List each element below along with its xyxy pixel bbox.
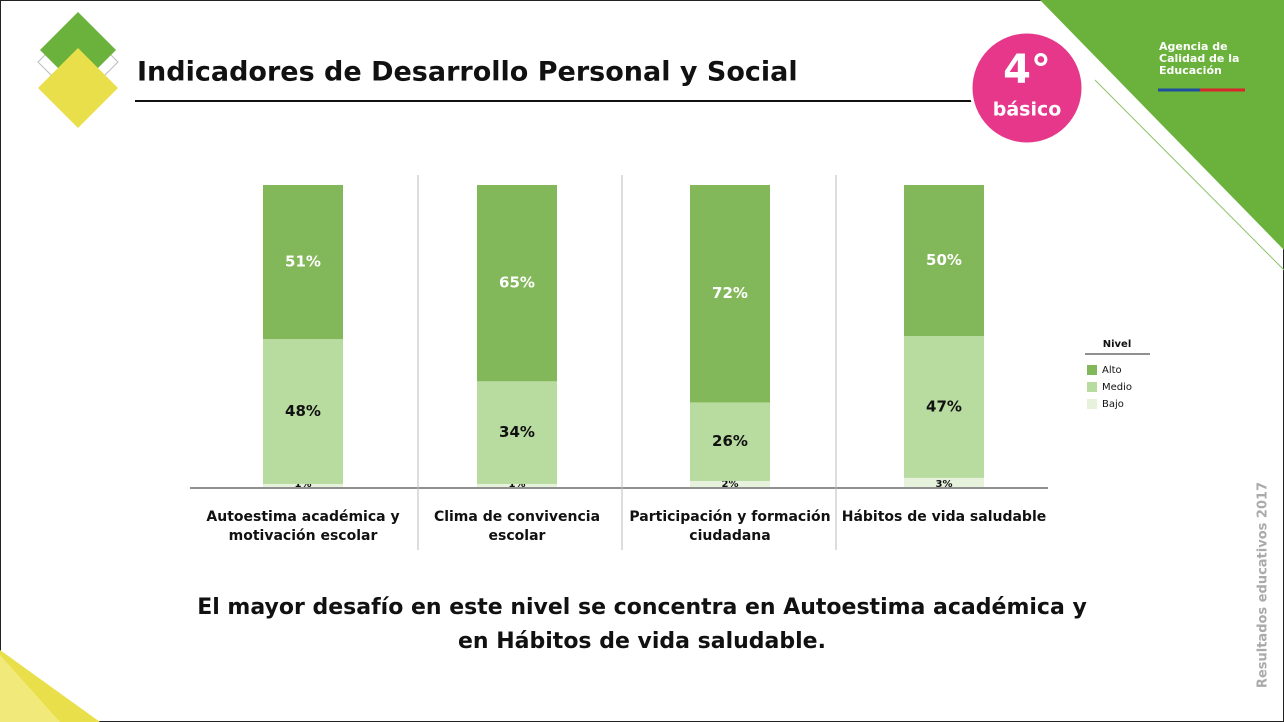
conclusion: en Hábitos de vida saludable. <box>458 629 826 654</box>
bar-segment <box>904 336 984 478</box>
data-label: 48% <box>285 402 321 420</box>
bar-segment <box>904 185 984 336</box>
corner-line <box>1094 79 1284 271</box>
legend-label: Alto <box>1102 365 1122 376</box>
badge-number: 4° <box>1003 47 1051 93</box>
side-text: Resultados educativos 2017 <box>1256 482 1271 688</box>
x-tick-label: Hábitos de vida saludable <box>841 509 1047 525</box>
bar-segment <box>690 402 770 481</box>
data-label: 47% <box>926 397 962 415</box>
badge <box>969 30 1085 146</box>
bar-segment <box>477 483 557 487</box>
bar-segment <box>263 339 343 484</box>
bar-segment <box>690 480 770 487</box>
data-label: 50% <box>926 251 962 269</box>
legend-swatch <box>1087 365 1097 375</box>
corner-yellow-light <box>0 655 60 722</box>
logo-text: Calidad de la <box>1159 52 1239 65</box>
x-tick-label: Autoestima académica y motivación escola… <box>206 509 400 544</box>
data-label: 65% <box>499 274 535 292</box>
data-label: 1% <box>295 479 312 490</box>
bar-segment <box>477 381 557 484</box>
data-label: 51% <box>285 253 321 271</box>
bar-segment <box>477 185 557 382</box>
data-label: 3% <box>936 479 953 490</box>
deco-diamond <box>38 48 118 128</box>
legend-title: Nivel <box>1103 339 1132 350</box>
bar-segment <box>263 483 343 487</box>
bar-segment <box>904 477 984 487</box>
data-label: 2% <box>722 479 739 490</box>
data-label: 1% <box>509 479 526 490</box>
data-label: 26% <box>712 432 748 450</box>
legend-swatch <box>1087 382 1097 392</box>
x-tick-label: Participación y formación ciudadana <box>629 509 831 544</box>
data-label: 34% <box>499 423 535 441</box>
title: Indicadores de Desarrollo Personal y Soc… <box>137 57 798 88</box>
x-tick-label: Clima de convivencia escolar <box>433 509 601 544</box>
bar-segment <box>690 185 770 403</box>
legend-swatch <box>1087 399 1097 409</box>
bar-segment <box>263 185 343 340</box>
corner-triangle <box>1040 0 1284 250</box>
badge-text: básico <box>993 99 1062 121</box>
conclusion: El mayor desafío en este nivel se concen… <box>197 595 1087 620</box>
legend-label: Medio <box>1102 382 1132 393</box>
legend-label: Bajo <box>1102 399 1124 410</box>
logo-text: Agencia de <box>1159 40 1228 53</box>
data-label: 72% <box>712 284 748 302</box>
logo-text: Educación <box>1159 64 1222 77</box>
